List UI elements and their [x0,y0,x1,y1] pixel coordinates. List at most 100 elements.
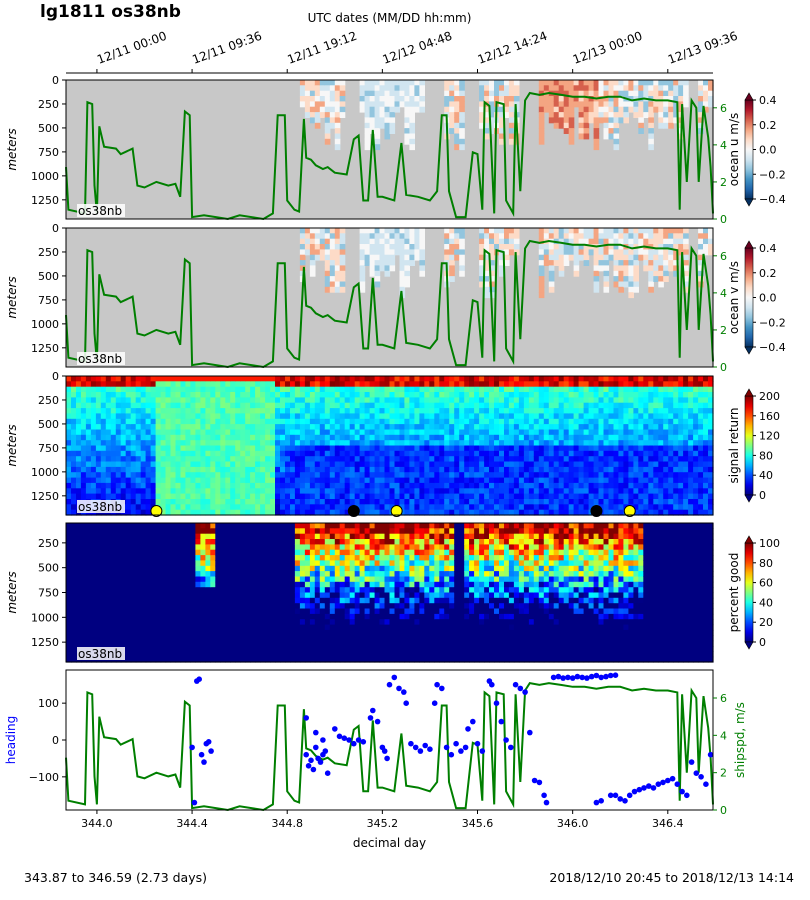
heatmap-cell [105,440,112,447]
heatmap-cell [285,440,291,447]
heatmap-cell [588,413,595,420]
heatmap-cell [255,397,261,404]
heatmap-cell [170,413,177,420]
heatmap-cell [324,488,331,495]
heatmap-cell [66,493,72,500]
heatmap-cell [588,456,595,463]
heatmap-cell [354,472,361,479]
heatmap-cell [653,440,659,447]
heatmap-cell [76,528,82,535]
heatmap-cell [280,477,286,484]
heatmap-cell [354,413,361,420]
heatmap-cell [334,482,341,489]
heatmap-cell [683,445,689,452]
heatmap-cell [270,456,276,463]
heatmap-cell [165,392,172,398]
heatmap-cell [359,504,366,511]
heatmap-cell [314,504,321,511]
heatmap-cell [95,482,102,489]
heatmap-cell [309,238,316,245]
heatmap-cell [683,90,689,97]
heatmap-cell [603,440,610,447]
heatmap-cell [568,477,575,484]
heatmap-cell [548,466,555,473]
heatmap-cell [374,112,381,118]
heatmap-cell [484,228,490,234]
heatmap-cell [339,482,346,489]
heatmap-cell [499,397,505,404]
heatmap-cell [95,488,102,495]
heatmap-cell [230,493,236,500]
heatmap-cell [374,122,381,129]
heatmap-cell [145,402,152,409]
heatmap-cell [484,429,490,436]
heatmap-cell [598,429,605,436]
heatmap-cell [568,386,575,393]
heatmap-cell [339,466,346,473]
heatmap-cell [658,260,664,266]
heatmap-cell [583,504,590,511]
heatmap-cell [563,106,570,113]
heatmap-cell [648,402,654,409]
heatmap-cell [185,456,191,463]
heatmap-cell [419,429,425,436]
heatmap-cell [240,504,246,511]
heatmap-cell [280,445,286,452]
heatmap-cell [71,418,77,425]
heatmap-cell [678,429,684,436]
heatmap-cell [275,477,281,484]
heatmap-cell [414,249,420,256]
heatmap-cell [100,544,107,551]
heatmap-cell [673,499,679,505]
heatmap-cell [419,386,425,393]
heatmap-cell [603,233,610,240]
colorbar-label: ocean v m/s [727,261,741,334]
heatmap-cell [150,499,157,505]
heatmap-cell [384,381,391,388]
heatmap-cell [215,440,221,447]
heatmap-cell [71,504,77,511]
heatmap-cell [145,482,152,489]
heatmap-cell [518,386,525,393]
heatmap-cell [115,477,122,484]
heatmap-cell [513,434,520,441]
heatmap-cell [608,96,615,102]
heatmap-cell [703,429,709,436]
heatmap-cell [593,90,600,97]
heatmap-cell [105,640,112,647]
heatmap-cell [638,499,644,505]
heatmap-cell [409,504,415,511]
heatmap-cell [155,482,162,489]
heatmap-cell [90,418,97,425]
heatmap-cell [130,472,137,479]
heatmap-cell [324,376,331,382]
heatmap-cell [324,477,331,484]
heatmap-cell [444,413,450,420]
heatmap-cell [504,440,510,447]
heatmap-cell [374,424,381,430]
heatmap-cell [344,424,351,430]
heatmap-cell [135,450,142,457]
heatmap-cell [454,466,460,473]
heatmap-cell [314,493,321,500]
heatmap-cell [130,482,137,489]
heatmap-cell [414,238,420,245]
heatmap-cell [85,392,92,398]
heatmap-cell [100,418,107,425]
heatmap-cell [389,96,396,102]
heatmap-cell [394,244,401,250]
heatmap-cell [613,233,620,240]
heatmap-cell [339,96,346,102]
heatmap-cell [110,434,117,441]
heatmap-cell [220,477,226,484]
heatmap-cell [464,392,470,398]
heatmap-cell [265,381,271,388]
heatmap-cell [235,504,241,511]
heatmap-cell [708,386,714,393]
y-tick-label: 1000 [31,170,59,183]
heatmap-cell [309,408,316,414]
heatmap-cell [100,576,107,583]
heatmap-cell [364,397,371,404]
heatmap-cell [175,429,182,436]
heatmap-cell [150,466,157,473]
